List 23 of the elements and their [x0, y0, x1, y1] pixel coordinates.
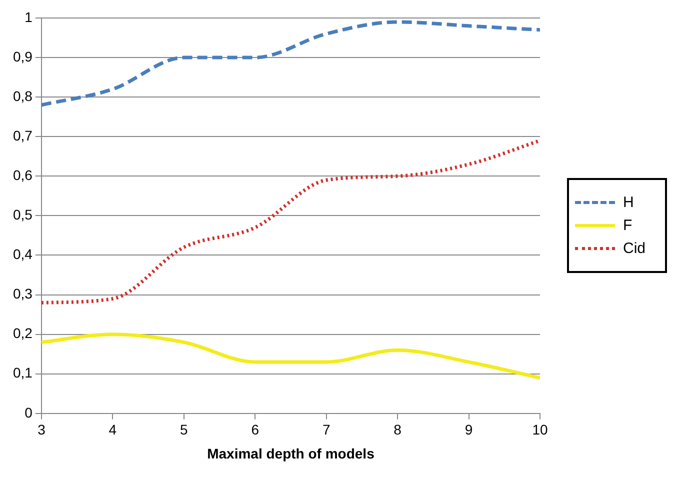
x-tick-label: 9 [464, 422, 473, 438]
legend-label: Cid [623, 240, 646, 257]
y-tick-label: 0,8 [12, 88, 33, 104]
x-tick-label: 3 [38, 422, 46, 438]
x-tick-label: 6 [251, 422, 260, 438]
x-tick-label: 5 [180, 422, 188, 438]
y-tick-label: 0,4 [12, 246, 33, 262]
y-tick-label: 0,2 [12, 325, 33, 342]
x-tick-label: 7 [322, 422, 330, 438]
y-tick-label: 0 [24, 404, 33, 420]
y-tick-label: 0,9 [12, 48, 33, 64]
x-tick-label: 10 [532, 422, 548, 438]
legend-label: F [623, 217, 632, 234]
x-axis-title: Maximal depth of models [207, 445, 375, 462]
y-tick-label: 0,3 [12, 286, 33, 302]
x-tick-label: 4 [108, 422, 117, 438]
x-tick-label: 8 [394, 422, 402, 438]
legend-label: H [623, 194, 634, 211]
y-tick-label: 0,7 [12, 127, 33, 144]
y-tick-label: 0,6 [12, 167, 33, 184]
y-tick-label: 0,5 [12, 206, 33, 223]
y-tick-label: 0,1 [12, 364, 33, 381]
y-tick-label: 1 [24, 8, 33, 25]
